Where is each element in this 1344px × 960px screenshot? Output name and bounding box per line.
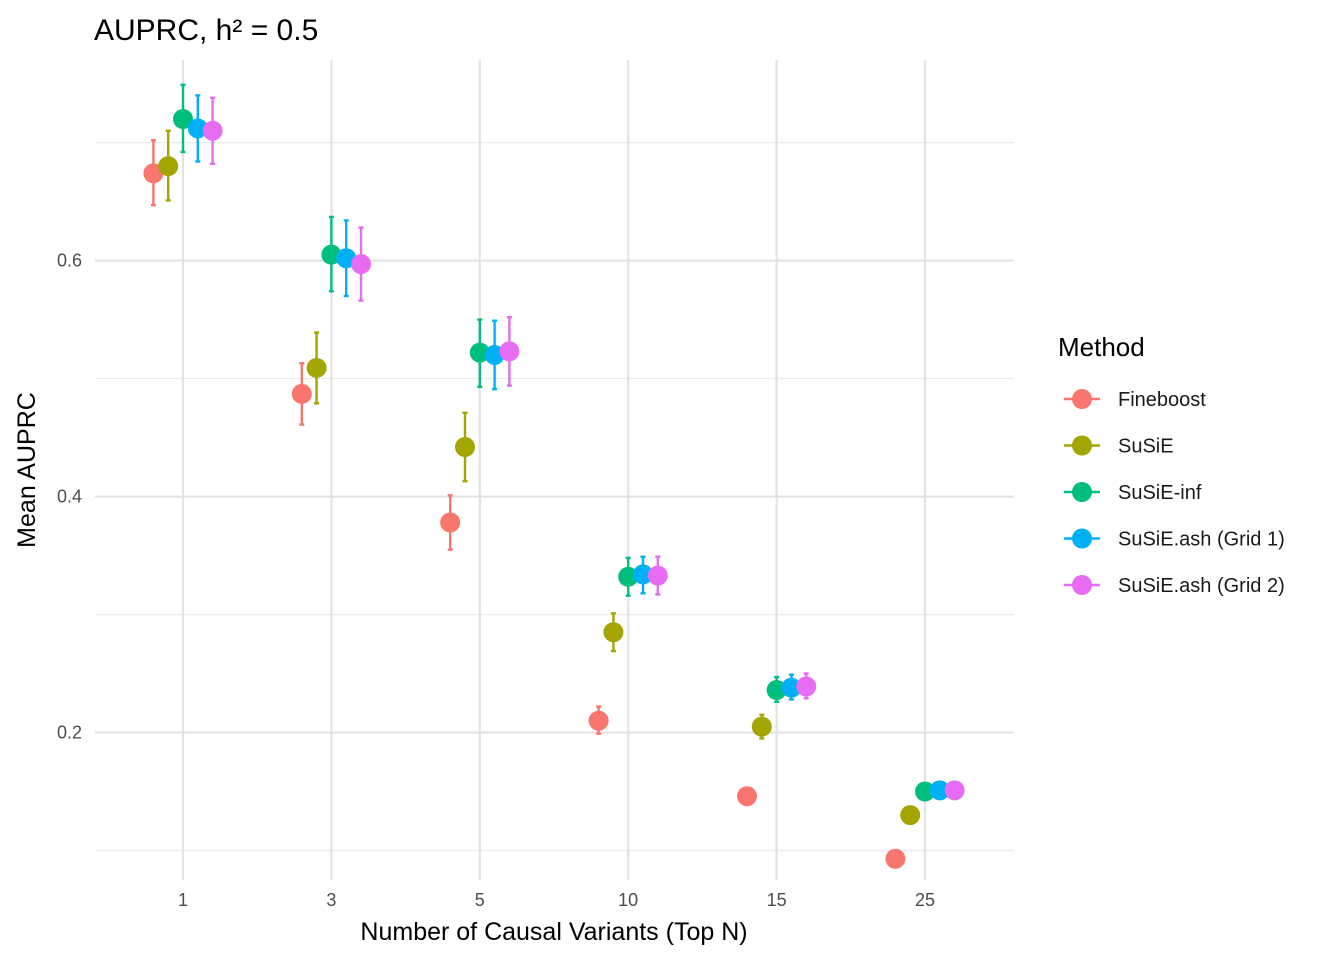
grid xyxy=(95,60,1014,880)
data-point xyxy=(440,512,461,533)
data-point xyxy=(618,566,639,587)
data-point xyxy=(900,805,921,826)
data-point xyxy=(202,120,223,141)
data-point xyxy=(351,254,371,275)
x-tick-label: 3 xyxy=(326,890,336,910)
data-point xyxy=(603,622,624,643)
data-point xyxy=(751,716,772,737)
data-point xyxy=(158,156,179,177)
y-tick-label: 0.2 xyxy=(57,723,82,743)
data-point xyxy=(143,163,164,184)
data-point xyxy=(766,680,787,701)
data-point xyxy=(455,436,475,457)
data-point xyxy=(173,108,193,129)
chart-title: AUPRC, h² = 0.5 xyxy=(94,14,318,47)
data-point xyxy=(633,564,653,585)
legend-label: SuSiE.ash (Grid 1) xyxy=(1118,529,1285,551)
legend-key-dot xyxy=(1072,435,1092,456)
legend-label: SuSiE xyxy=(1118,436,1174,458)
data-point xyxy=(499,341,520,362)
data-point xyxy=(796,676,817,697)
legend-item: Fineboost xyxy=(1064,389,1206,411)
legend-title: Method xyxy=(1058,332,1145,362)
x-tick-label: 5 xyxy=(475,890,485,910)
data-point xyxy=(781,677,802,698)
data-point xyxy=(885,848,906,869)
legend-item: SuSiE-inf xyxy=(1064,482,1202,504)
data-point xyxy=(915,781,935,802)
data-point xyxy=(588,710,609,731)
legend-key-dot xyxy=(1072,389,1092,409)
legend: Method Fineboost SuSiE SuSiE-inf SuSiE.ash … xyxy=(1058,332,1285,597)
data-point xyxy=(187,118,208,139)
legend-label: SuSiE.ash (Grid 2) xyxy=(1118,575,1285,597)
legend-item: SuSiE.ash (Grid 1) xyxy=(1064,528,1285,551)
legend-items: Fineboost SuSiE SuSiE-inf SuSiE.ash (Grid 1… xyxy=(1064,389,1285,597)
y-axis-title: Mean AUPRC xyxy=(13,392,41,548)
data-points xyxy=(143,108,965,869)
x-axis-title: Number of Causal Variants (Top N) xyxy=(360,918,747,946)
y-axis-ticks: 0.2 0.4 0.6 xyxy=(57,251,82,743)
legend-key-dot xyxy=(1072,482,1092,502)
data-point xyxy=(929,780,950,801)
legend-label: Fineboost xyxy=(1118,389,1206,411)
error-bars xyxy=(150,83,958,863)
y-tick-label: 0.6 xyxy=(57,251,82,271)
x-tick-label: 10 xyxy=(618,890,638,910)
data-point xyxy=(737,786,757,807)
legend-key-dot xyxy=(1072,575,1092,595)
legend-label: SuSiE-inf xyxy=(1118,482,1202,504)
data-point xyxy=(306,357,327,378)
legend-item: SuSiE xyxy=(1064,435,1174,458)
data-point xyxy=(291,383,312,404)
data-point xyxy=(944,780,965,801)
y-tick-label: 0.4 xyxy=(57,487,82,507)
data-point xyxy=(647,565,668,586)
x-tick-label: 1 xyxy=(178,890,188,910)
legend-key-dot xyxy=(1072,528,1092,549)
x-axis-ticks: 1 3 5 10 15 25 xyxy=(178,890,935,910)
data-point xyxy=(469,342,490,363)
x-tick-label: 15 xyxy=(767,890,787,910)
x-tick-label: 25 xyxy=(915,890,935,910)
legend-item: SuSiE.ash (Grid 2) xyxy=(1064,575,1285,597)
